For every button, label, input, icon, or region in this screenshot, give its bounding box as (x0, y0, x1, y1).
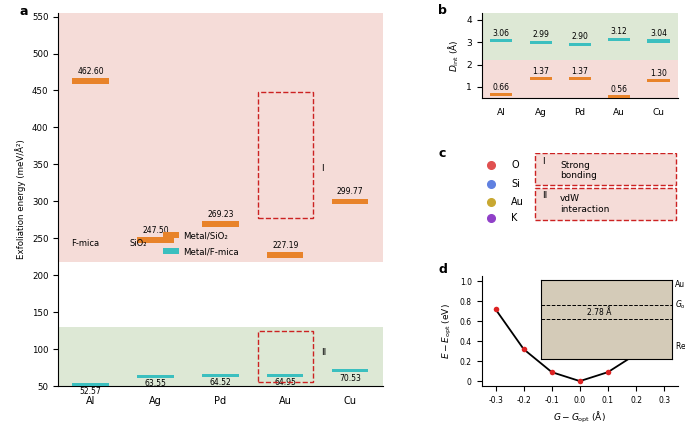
Text: 227.19: 227.19 (272, 241, 299, 250)
Bar (608, 38, 630, 41)
Y-axis label: $D_{\rm int}$ (Å): $D_{\rm int}$ (Å) (446, 39, 460, 72)
Text: 299.77: 299.77 (337, 187, 364, 196)
Text: I: I (321, 163, 323, 172)
Bar (258, 331, 312, 382)
Bar (138, 237, 174, 243)
Bar (490, 93, 512, 96)
Text: 462.60: 462.60 (77, 67, 104, 76)
Bar (58, 13, 383, 262)
Text: a: a (19, 6, 28, 18)
FancyBboxPatch shape (535, 188, 676, 220)
Text: 1.30: 1.30 (650, 69, 667, 78)
Bar (73, 383, 109, 386)
Text: SiO₂: SiO₂ (129, 239, 147, 248)
Bar (608, 96, 630, 98)
Text: F-mica: F-mica (71, 239, 99, 248)
Text: 52.57: 52.57 (79, 387, 101, 396)
Bar (569, 42, 591, 46)
Bar (202, 221, 238, 227)
Y-axis label: $E - E_{\rm opt}$ (eV): $E - E_{\rm opt}$ (eV) (441, 303, 454, 359)
Text: 0.56: 0.56 (610, 85, 627, 94)
FancyBboxPatch shape (535, 154, 676, 185)
Bar (490, 39, 512, 42)
Text: Strong
bonding: Strong bonding (560, 161, 597, 181)
Text: Au: Au (675, 280, 685, 289)
Text: b: b (438, 4, 447, 17)
Text: I: I (543, 157, 545, 166)
Bar (138, 375, 174, 378)
Text: 0.66: 0.66 (493, 83, 510, 92)
Bar (332, 199, 369, 205)
Bar (530, 77, 551, 80)
Text: 2.90: 2.90 (571, 32, 588, 41)
Bar (482, 60, 678, 98)
Text: 70.53: 70.53 (339, 374, 361, 383)
X-axis label: $G - G_{\rm opt}$ (Å): $G - G_{\rm opt}$ (Å) (553, 411, 606, 426)
Text: O: O (511, 160, 519, 170)
Bar (73, 78, 109, 84)
Text: ReS$_2$: ReS$_2$ (675, 341, 685, 353)
Text: 64.52: 64.52 (210, 378, 232, 387)
Bar (267, 374, 303, 377)
Text: 247.50: 247.50 (142, 226, 169, 235)
Text: II: II (543, 191, 548, 200)
Text: 63.55: 63.55 (145, 379, 166, 388)
Text: 1.37: 1.37 (571, 67, 588, 76)
Text: d: d (438, 263, 447, 276)
Bar (482, 13, 678, 60)
Text: vdW
interaction: vdW interaction (560, 194, 610, 214)
Text: Si: Si (511, 179, 520, 189)
Text: 3.06: 3.06 (493, 29, 510, 38)
Text: 3.12: 3.12 (611, 27, 627, 36)
Bar (530, 41, 551, 44)
Bar (647, 39, 669, 43)
Bar (569, 77, 591, 80)
Text: Au: Au (511, 197, 524, 208)
Bar (202, 374, 238, 377)
Text: 64.95: 64.95 (274, 378, 296, 387)
Text: $G_{\rm opt}$: $G_{\rm opt}$ (675, 299, 685, 311)
Legend: Metal/SiO₂, Metal/F-mica: Metal/SiO₂, Metal/F-mica (160, 228, 242, 260)
Bar (647, 79, 669, 82)
Text: 2.99: 2.99 (532, 30, 549, 39)
Y-axis label: Exfoliation energy (meV/Å²): Exfoliation energy (meV/Å²) (16, 139, 27, 260)
Bar (58, 262, 383, 327)
Bar (58, 327, 383, 386)
Text: II: II (321, 348, 326, 357)
Text: 269.23: 269.23 (207, 210, 234, 219)
Text: c: c (438, 147, 446, 160)
Text: 1.37: 1.37 (532, 67, 549, 76)
Bar (258, 92, 312, 218)
Bar (267, 252, 303, 258)
Text: 3.04: 3.04 (650, 29, 667, 38)
Text: K: K (511, 213, 517, 224)
Bar (332, 369, 369, 372)
